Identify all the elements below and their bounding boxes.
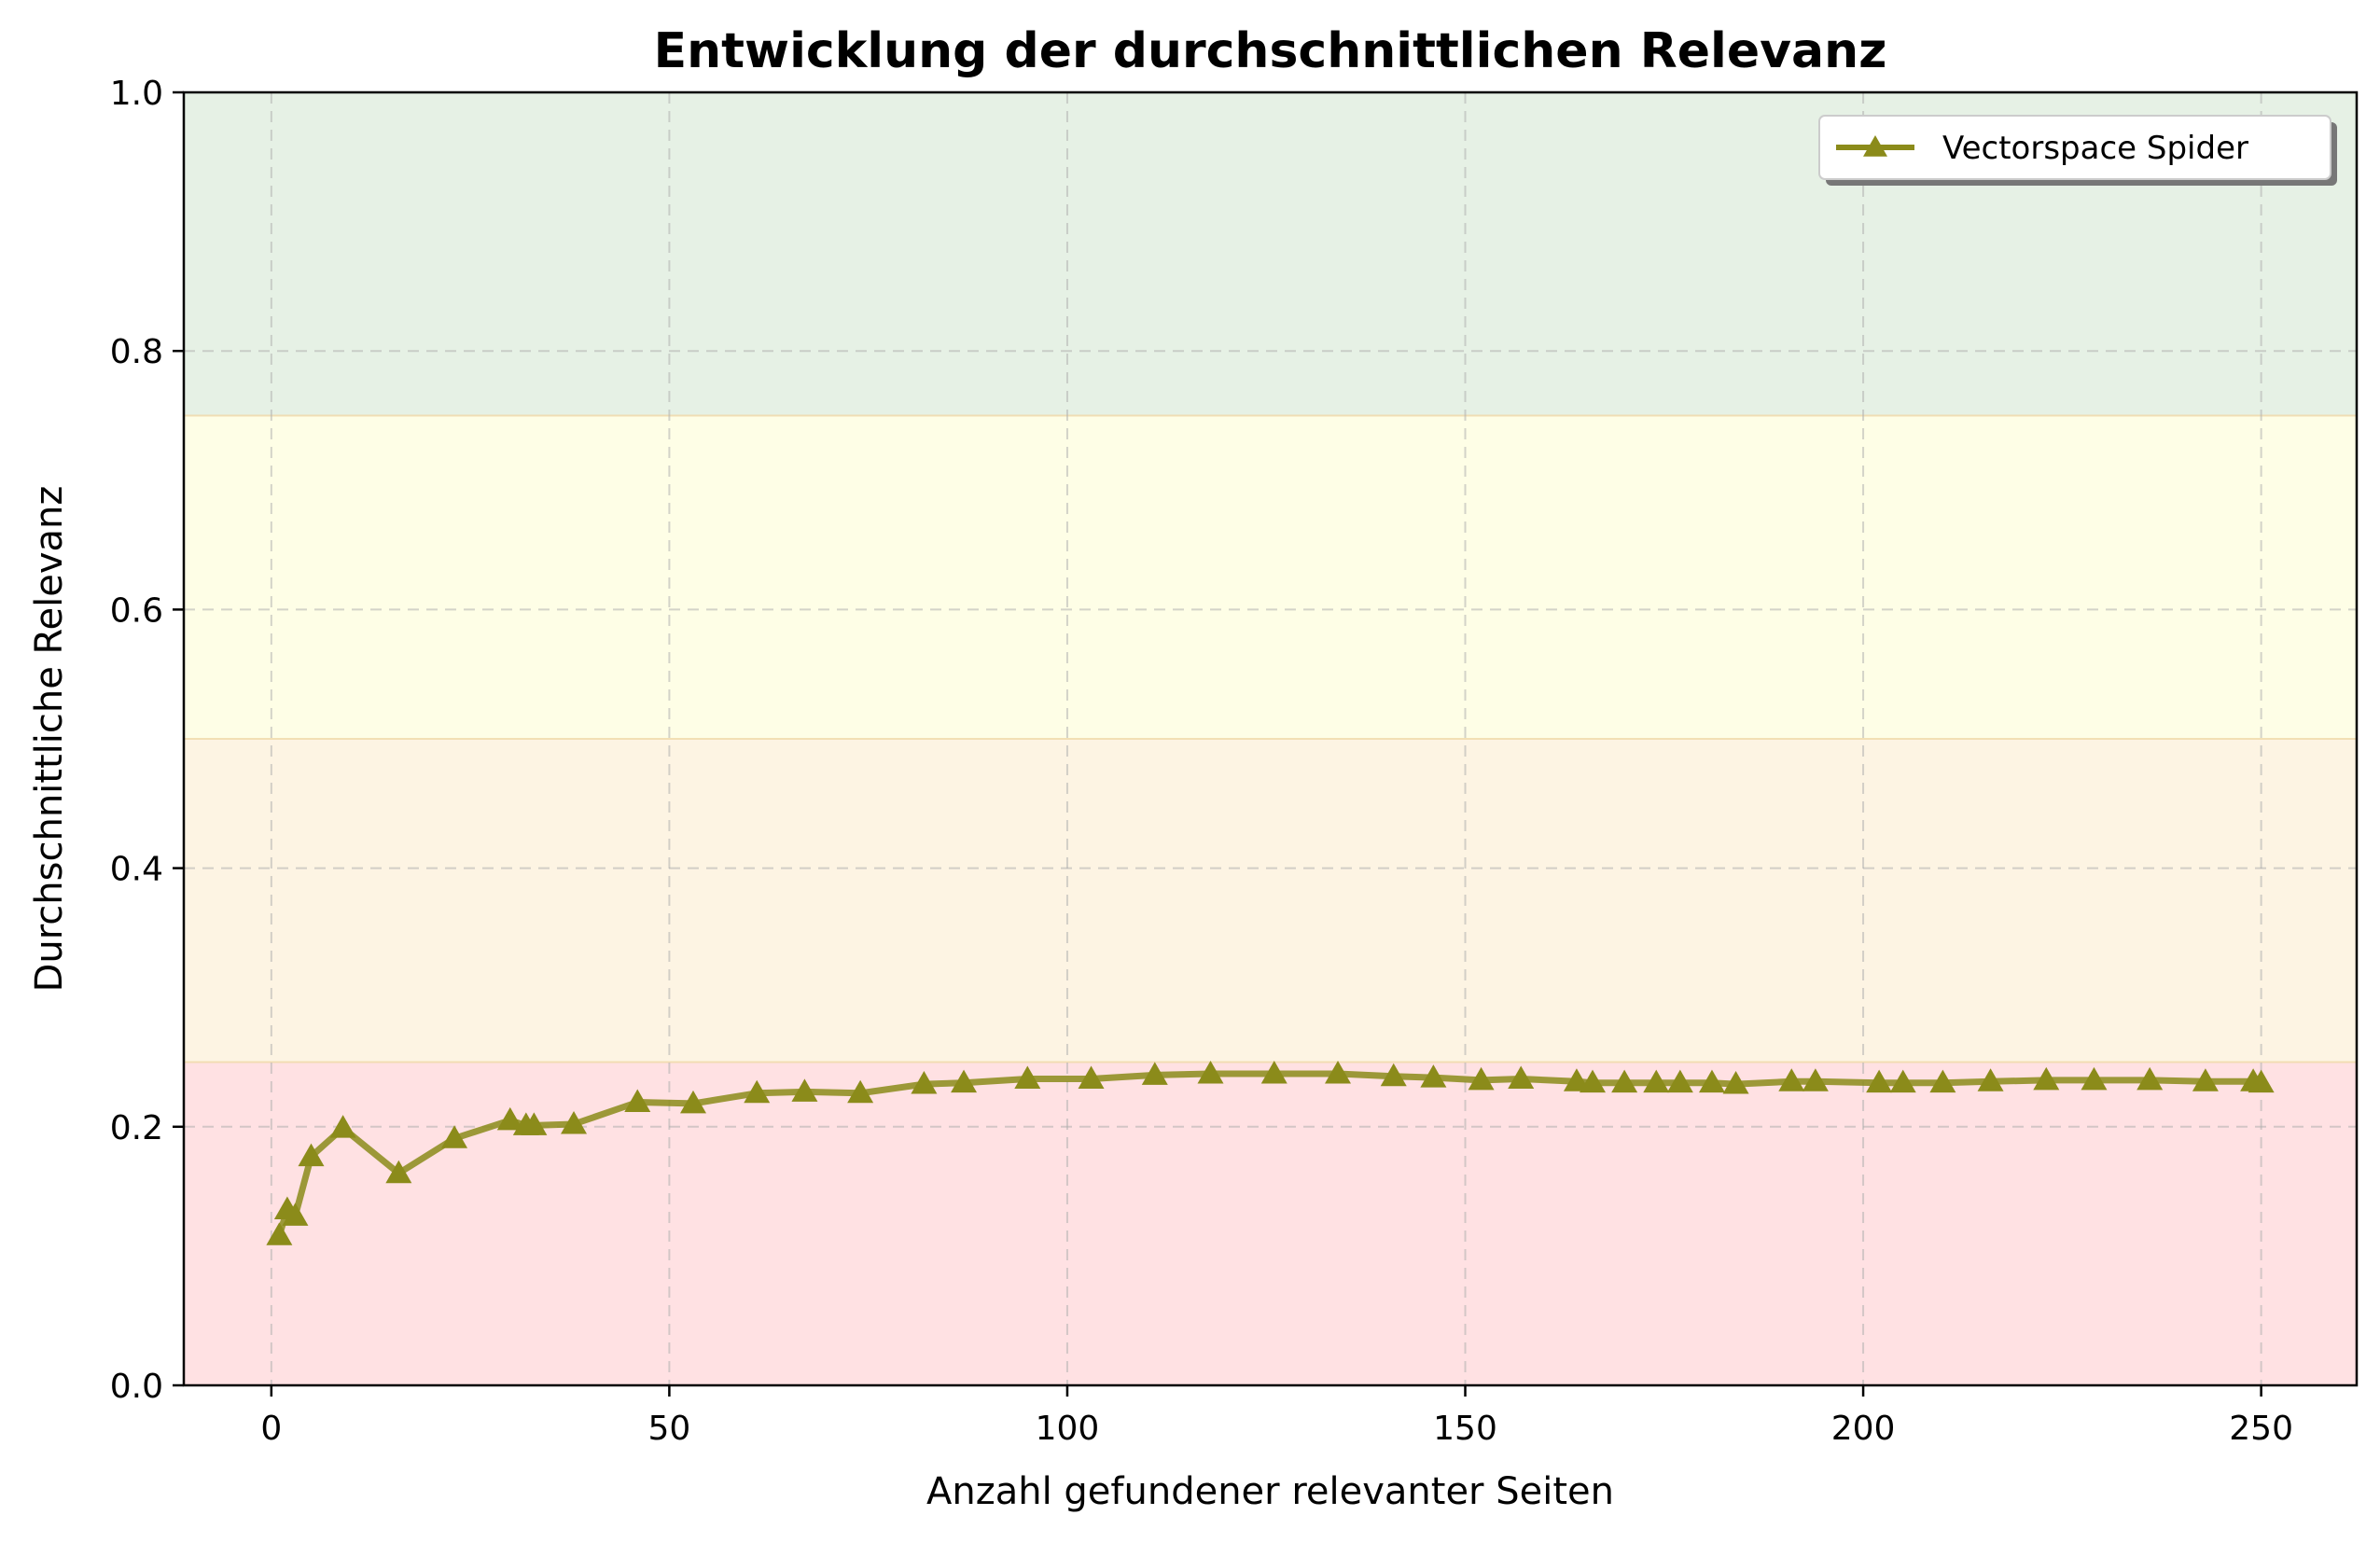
- data-point: [496, 1106, 523, 1131]
- data-point: [1643, 1069, 1670, 1093]
- x-tick-label: 150: [1433, 1410, 1497, 1448]
- data-point: [298, 1143, 325, 1167]
- x-axis-ticks: 0 50 100 150 200 250: [260, 1385, 2293, 1448]
- x-tick-label: 0: [260, 1410, 282, 1448]
- x-axis-label: Anzahl gefundener relevanter Seiten: [926, 1470, 1614, 1513]
- data-point: [266, 1222, 293, 1245]
- data-point: [911, 1071, 938, 1094]
- data-point: [1929, 1069, 1956, 1093]
- relevance-bands: [184, 92, 2357, 1385]
- data-point: [1420, 1064, 1447, 1088]
- data-point: [624, 1089, 651, 1112]
- plot-frame: [182, 90, 2359, 1387]
- chart-title: Entwicklung der durchschnittlichen Relev…: [654, 23, 1887, 79]
- data-point: [1580, 1069, 1607, 1093]
- data-point: [1666, 1069, 1693, 1093]
- data-point: [951, 1069, 978, 1093]
- data-point: [1380, 1063, 1407, 1087]
- data-point: [1014, 1065, 1041, 1090]
- band-0: [184, 1062, 2357, 1385]
- x-tick-label: 100: [1036, 1410, 1100, 1448]
- data-point: [2192, 1068, 2219, 1091]
- y-tick-label: 0.6: [110, 591, 163, 630]
- data-point: [791, 1078, 818, 1102]
- data-point: [679, 1090, 706, 1114]
- x-tick-label: 250: [2229, 1410, 2293, 1448]
- data-point: [1722, 1071, 1749, 1094]
- data-point: [1889, 1069, 1916, 1093]
- data-point: [561, 1111, 588, 1134]
- y-axis-label: Durchschnittliche Relevanz: [28, 486, 71, 993]
- data-point: [1802, 1068, 1829, 1091]
- data-point: [1260, 1060, 1287, 1084]
- legend-box: [1818, 115, 2331, 180]
- data-point: [1563, 1068, 1590, 1091]
- series-layer: [266, 1060, 2275, 1245]
- x-tick-label: 50: [647, 1410, 690, 1448]
- data-point: [2248, 1069, 2275, 1093]
- band-1: [184, 739, 2357, 1063]
- data-point: [329, 1115, 356, 1138]
- legend-marker-triangle: [1863, 135, 1887, 157]
- data-point: [1778, 1068, 1805, 1091]
- y-tick-label: 0.8: [110, 333, 163, 371]
- data-point: [847, 1079, 874, 1104]
- y-tick-label: 0.2: [110, 1109, 163, 1147]
- data-point: [1325, 1060, 1352, 1084]
- data-point: [282, 1202, 309, 1226]
- x-tick-label: 200: [1831, 1410, 1896, 1448]
- data-point: [1866, 1069, 1893, 1093]
- y-axis-ticks: 0.0 0.2 0.4 0.6 0.8 1.0: [110, 75, 184, 1406]
- legend: Vectorspace Spider: [1818, 115, 2337, 186]
- data-point: [744, 1079, 771, 1104]
- data-point: [521, 1112, 548, 1135]
- data-point: [441, 1125, 468, 1148]
- data-point: [1977, 1068, 2004, 1091]
- data-point: [1508, 1065, 1535, 1090]
- data-point: [1468, 1066, 1495, 1091]
- data-point: [1141, 1062, 1168, 1085]
- y-tick-label: 0.0: [110, 1368, 163, 1406]
- data-point: [2033, 1066, 2060, 1091]
- data-point: [2136, 1066, 2164, 1091]
- data-point: [2081, 1066, 2108, 1091]
- data-point: [1197, 1060, 1224, 1084]
- data-point: [1611, 1069, 1638, 1093]
- data-point: [385, 1160, 412, 1184]
- data-point: [1078, 1065, 1105, 1090]
- legend-entry-vectorspace-spider: Vectorspace Spider: [1942, 130, 2248, 167]
- data-point: [1698, 1069, 1725, 1093]
- band-2: [184, 415, 2357, 739]
- y-tick-label: 1.0: [110, 75, 163, 113]
- y-tick-label: 0.4: [110, 851, 163, 889]
